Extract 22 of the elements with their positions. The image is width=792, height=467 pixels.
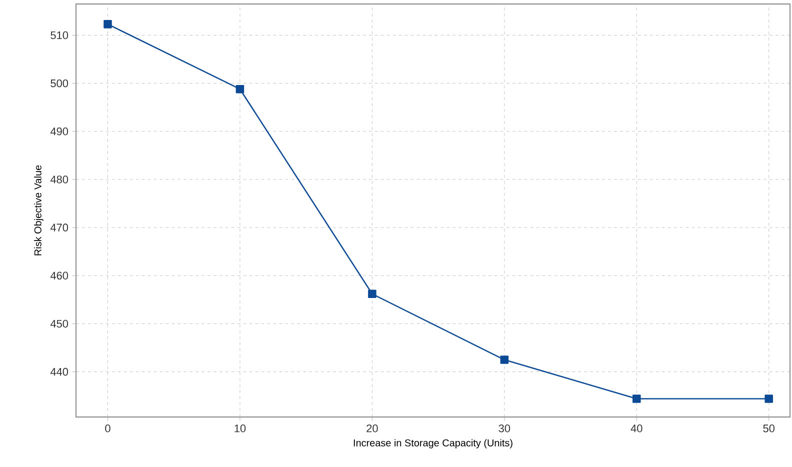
x-tick-label: 50 <box>763 424 775 432</box>
y-tick-label: 510 <box>50 31 68 40</box>
point <box>104 20 112 28</box>
point <box>368 290 376 298</box>
point <box>764 394 773 403</box>
point <box>236 84 244 94</box>
x-tick-label: 10 <box>234 424 246 432</box>
y-tick-label: 440 <box>50 368 68 376</box>
y-tick-label: 470 <box>50 224 68 232</box>
y-axis-title: Risk Objective Value <box>34 165 44 256</box>
y-tick-label: 500 <box>50 79 68 88</box>
point <box>632 394 641 403</box>
y-tick-label: 460 <box>50 272 68 280</box>
y-tick-label: 480 <box>50 176 68 184</box>
x-tick-label: 20 <box>366 424 378 432</box>
x-tick-label: 40 <box>630 424 642 432</box>
x-tick-label: 30 <box>498 424 510 432</box>
y-tick-label: 490 <box>50 128 68 136</box>
x-axis-title: Increase in Storage Capacity (Units) <box>354 439 512 448</box>
x-tick-label: 0 <box>105 424 110 432</box>
point <box>500 356 509 364</box>
y-tick-label: 450 <box>50 320 68 328</box>
